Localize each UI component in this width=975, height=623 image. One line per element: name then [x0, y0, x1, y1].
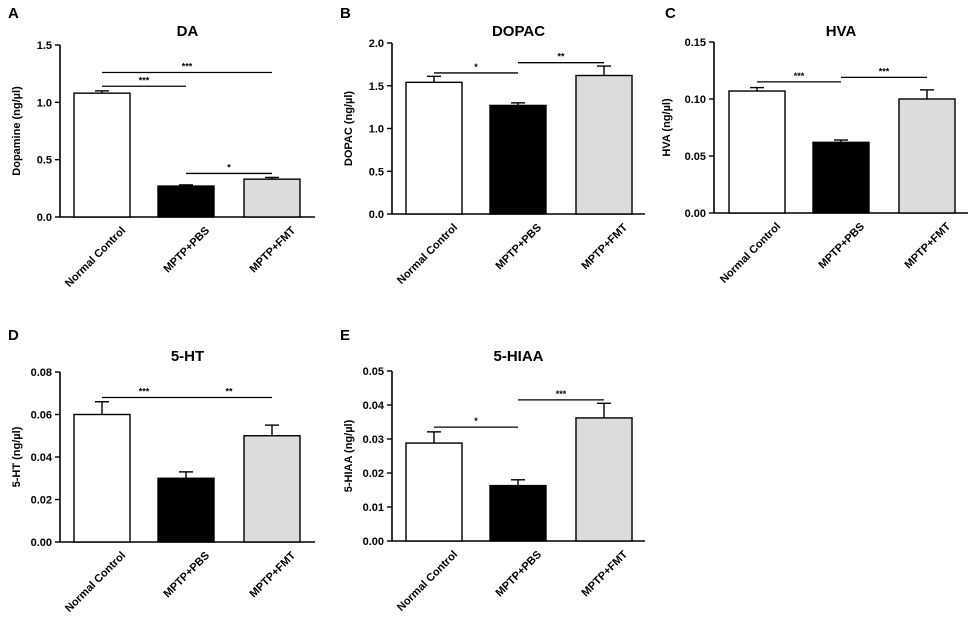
chart-panel-e: E 5-HIAA 5-HIAA (ng/µl) 0.00 0.01 0.02 0.03 0.0…	[340, 327, 645, 614]
y-tick-label: 0.10	[685, 94, 706, 106]
y-tick-label: 0.5	[369, 166, 384, 178]
chart-title: HVA	[826, 23, 857, 40]
x-category-label: MPTP+PBS	[493, 222, 544, 273]
significance-label: ***	[139, 75, 150, 85]
x-category-label: MPTP+FMT	[579, 221, 630, 272]
bar-2	[157, 477, 215, 543]
y-axis-label: 5-HT (ng/µl)	[11, 426, 23, 487]
y-tick-label: 0.03	[363, 434, 384, 446]
y-tick-label: 0.02	[31, 495, 52, 507]
bar-2	[157, 185, 215, 218]
x-category-label: Normal Control	[63, 225, 128, 290]
y-tick-label: 1.5	[369, 81, 384, 93]
y-tick-label: 0.06	[31, 410, 52, 422]
y-axis-label: Dopamine (ng/µl)	[11, 86, 23, 176]
bar-3	[898, 98, 956, 214]
bar-2	[489, 104, 547, 215]
x-category-label: MPTP+FMT	[579, 548, 630, 599]
x-category-label: MPTP+PBS	[161, 550, 212, 601]
chart-panel-d: D 5-HT 5-HT (ng/µl) 0.00 0.02 0.04 0.06 0.08 Nor…	[8, 327, 315, 615]
y-axis-label: DOPAC (ng/µl)	[343, 91, 355, 167]
significance-label: **	[225, 387, 233, 397]
chart-title: 5-HIAA	[493, 348, 543, 365]
y-tick-label: 1.0	[37, 97, 52, 109]
y-tick-label: 2.0	[369, 38, 384, 50]
panel-letter: C	[665, 5, 676, 22]
y-tick-label: 0.08	[31, 367, 52, 379]
bar-1	[405, 442, 463, 542]
significance-label: *	[227, 162, 231, 172]
bar-3	[575, 417, 633, 542]
y-tick-label: 1.5	[37, 40, 52, 52]
y-tick-label: 0.5	[37, 155, 52, 167]
chart-title: 5-HT	[171, 348, 204, 365]
x-category-label: Normal Control	[63, 550, 128, 615]
panel-letter: E	[340, 327, 350, 344]
significance-label: ***	[182, 62, 193, 72]
chart-panel-c: C HVA HVA (ng/µl) 0.00 0.05 0.10 0.15 Normal Co…	[661, 5, 968, 286]
bar-2	[489, 484, 547, 542]
x-category-label: MPTP+PBS	[816, 221, 867, 272]
x-category-label: MPTP+FMT	[247, 549, 298, 600]
x-category-label: MPTP+FMT	[247, 224, 298, 275]
panel-letter: A	[8, 5, 19, 22]
y-tick-label: 0.00	[363, 536, 384, 548]
significance-label: *	[474, 416, 478, 426]
y-tick-label: 0.04	[363, 400, 385, 412]
y-tick-label: 0.15	[685, 37, 706, 49]
bar-3	[575, 74, 633, 215]
y-tick-label: 0.02	[363, 468, 384, 480]
bar-1	[73, 92, 131, 218]
bar-3	[243, 178, 301, 218]
y-axis-label: 5-HIAA (ng/µl)	[343, 419, 355, 492]
bar-1	[728, 90, 786, 214]
x-category-label: MPTP+PBS	[161, 225, 212, 276]
chart-panel-b: B DOPAC DOPAC (ng/µl) 0.0 0.5 1.0 1.5 2.0 Normal…	[340, 5, 645, 287]
y-tick-label: 0.05	[363, 366, 384, 378]
chart-title: DOPAC	[492, 23, 545, 40]
panel-letter: B	[340, 5, 351, 22]
y-tick-label: 1.0	[369, 124, 384, 136]
x-category-label: MPTP+PBS	[493, 549, 544, 600]
significance-label: ***	[556, 389, 567, 399]
chart-panel-a: A DA Dopamine (ng/µl) 0.0 0.5 1.0 1.5 Normal Co…	[8, 5, 315, 290]
panel-letter: D	[8, 327, 19, 344]
significance-label: ***	[794, 71, 805, 81]
bar-1	[73, 413, 131, 543]
bar-3	[243, 435, 301, 543]
y-tick-label: 0.04	[31, 452, 53, 464]
x-category-label: MPTP+FMT	[902, 220, 953, 271]
y-tick-label: 0.00	[685, 208, 706, 220]
significance-label: ***	[139, 387, 150, 397]
bar-2	[812, 141, 870, 214]
y-tick-label: 0.00	[31, 537, 52, 549]
chart-title: DA	[177, 23, 199, 40]
y-tick-label: 0.0	[37, 212, 52, 224]
significance-label: ***	[879, 66, 890, 76]
y-tick-label: 0.05	[685, 151, 706, 163]
x-category-label: Normal Control	[395, 222, 460, 287]
y-axis-label: HVA (ng/µl)	[661, 98, 673, 157]
significance-label: *	[474, 62, 478, 72]
bar-1	[405, 81, 463, 215]
y-tick-label: 0.0	[369, 209, 384, 221]
x-category-label: Normal Control	[395, 549, 460, 614]
x-category-label: Normal Control	[718, 221, 783, 286]
y-tick-label: 0.01	[363, 502, 384, 514]
significance-label: **	[557, 52, 565, 62]
